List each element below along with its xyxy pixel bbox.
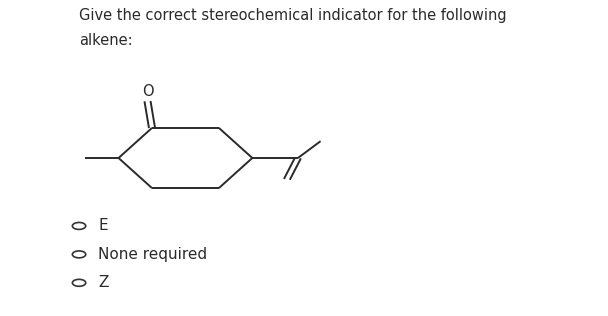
Text: Give the correct stereochemical indicator for the following: Give the correct stereochemical indicato… xyxy=(79,8,506,23)
Text: Z: Z xyxy=(98,275,109,290)
Text: alkene:: alkene: xyxy=(79,33,133,48)
Text: O: O xyxy=(142,84,153,99)
Text: E: E xyxy=(98,218,108,234)
Text: None required: None required xyxy=(98,247,207,262)
